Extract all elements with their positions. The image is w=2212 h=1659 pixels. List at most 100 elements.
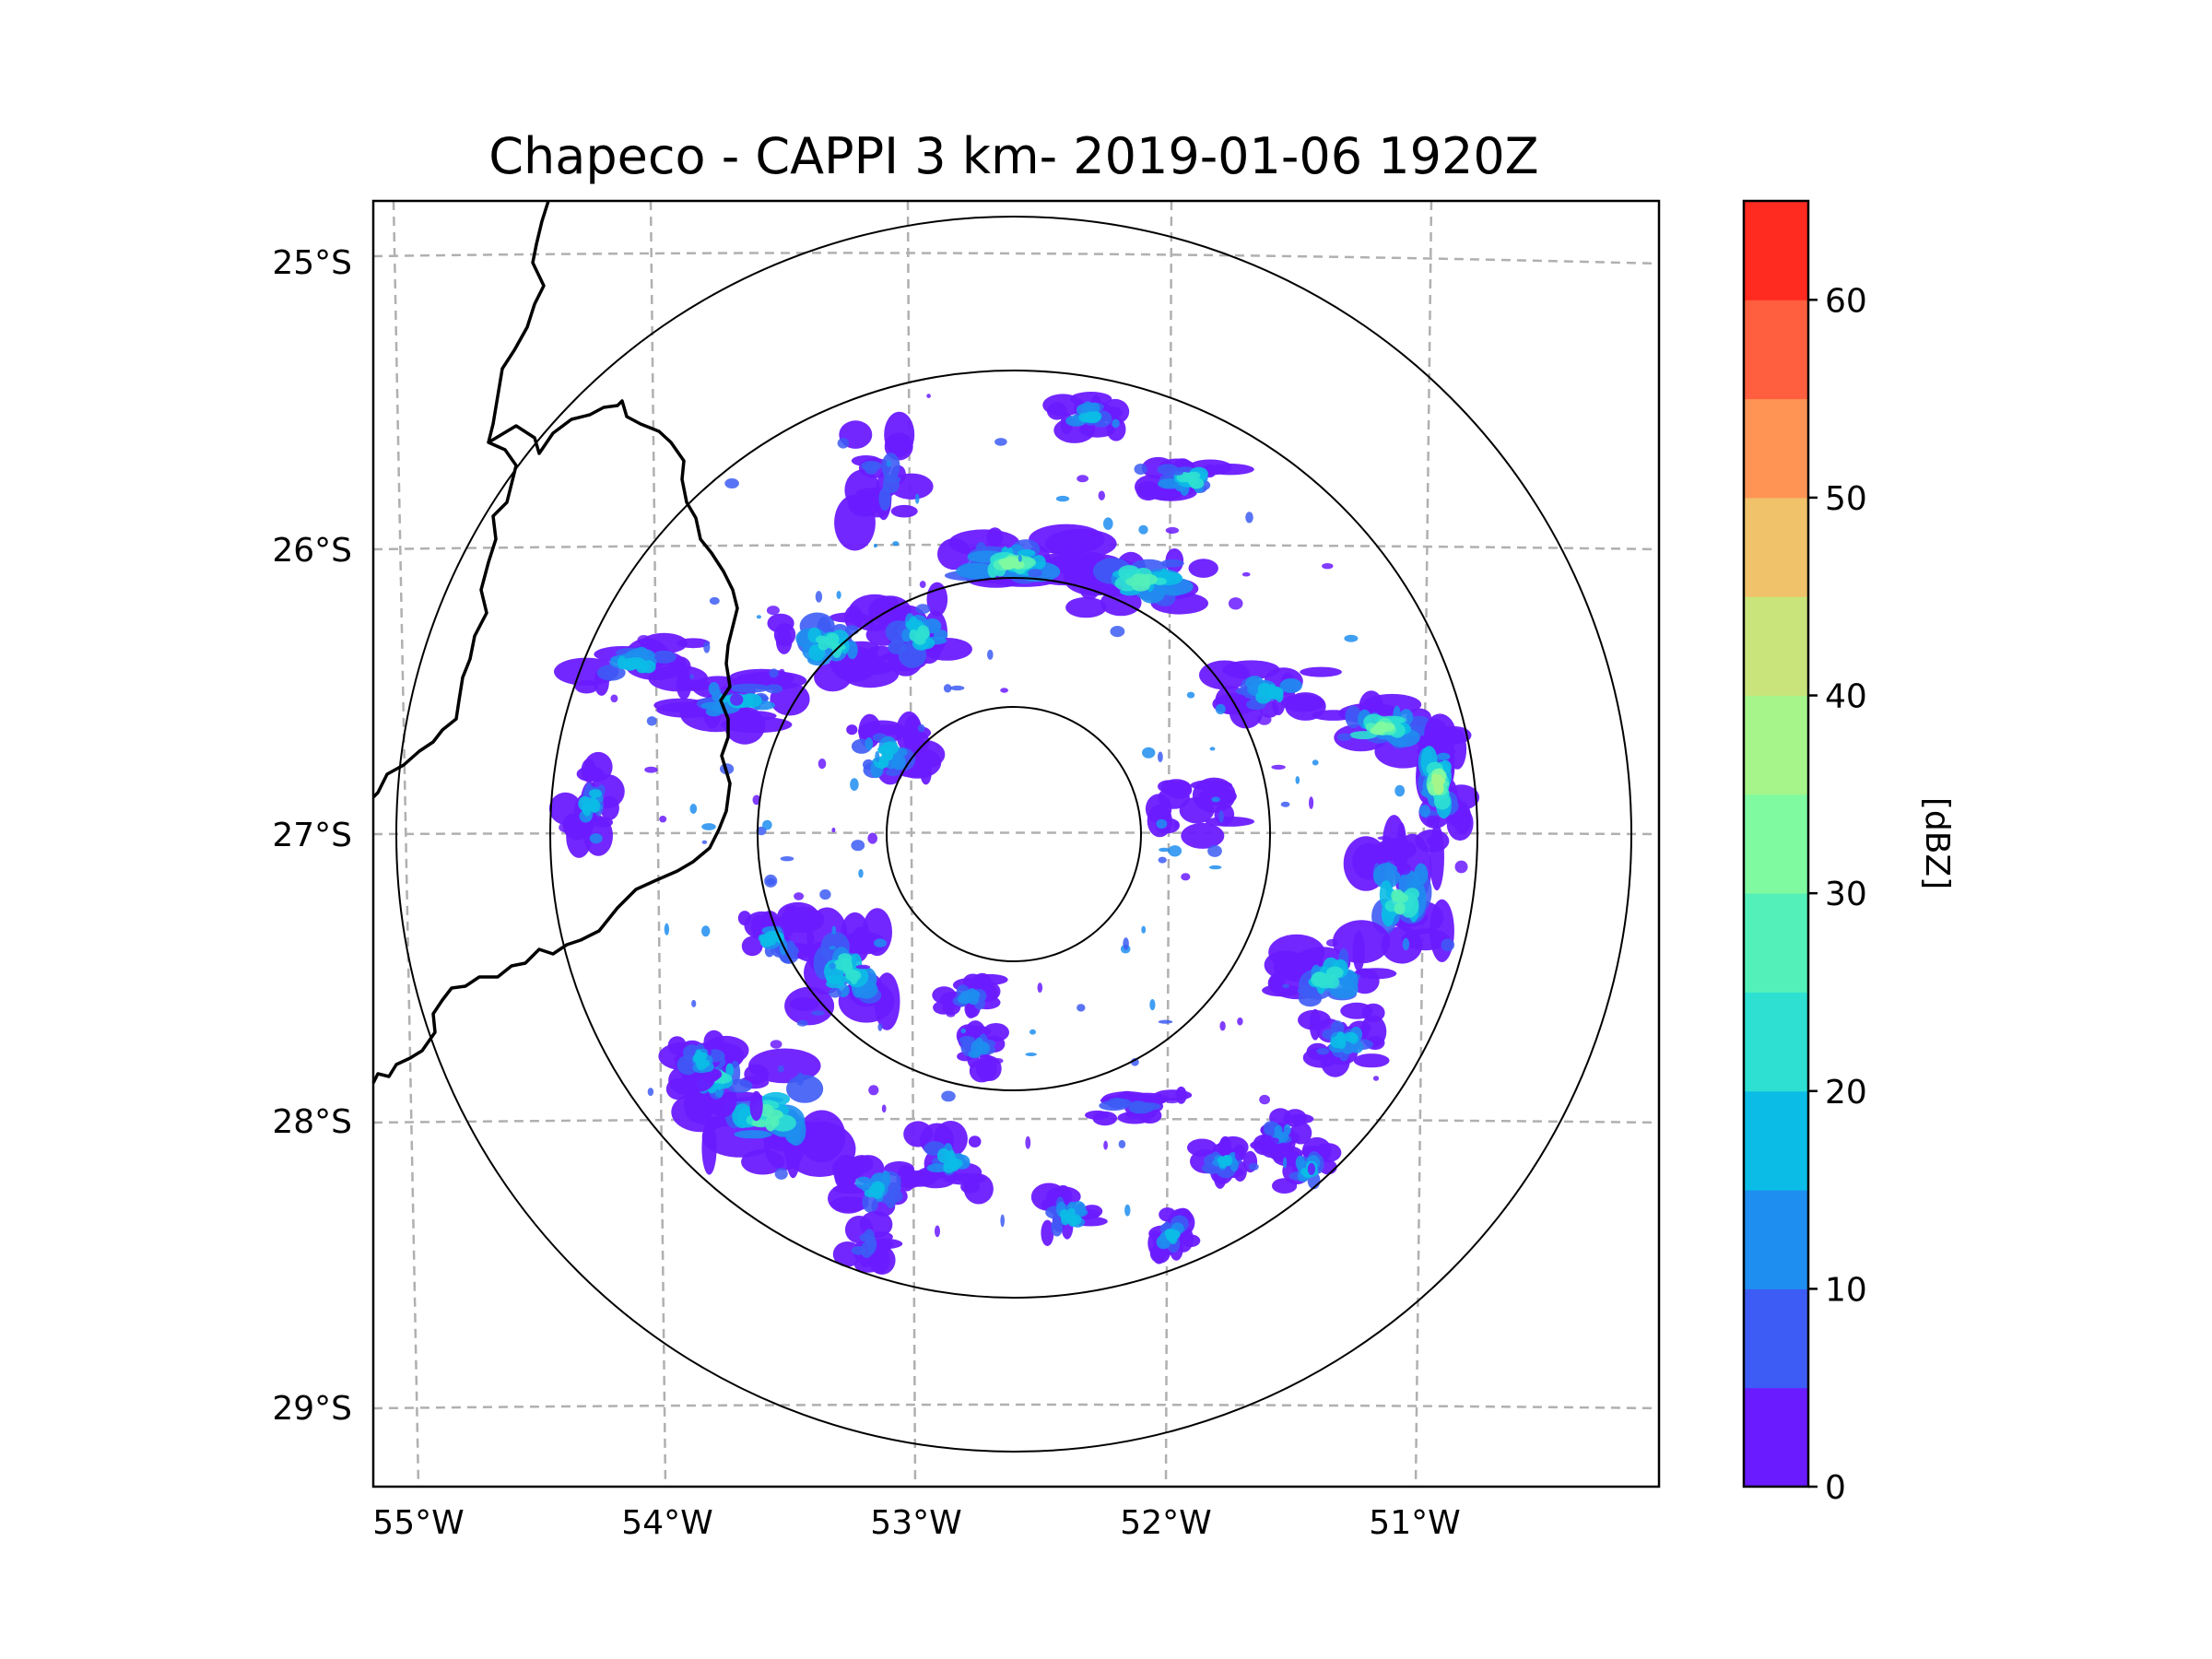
- lon-tick-label: 54°W: [621, 1504, 712, 1542]
- echo-cell: [1372, 1076, 1380, 1081]
- echo-cell: [829, 962, 836, 970]
- echo-cell: [1103, 1140, 1108, 1150]
- echo-cell: [691, 999, 697, 1007]
- echo-cell: [1165, 1097, 1180, 1104]
- echo-cell: [1362, 693, 1422, 715]
- range-ring-100km: [757, 577, 1271, 1091]
- echo-cell: [1138, 524, 1148, 535]
- echo-cell: [1028, 569, 1042, 578]
- lon-tick-label: 51°W: [1369, 1504, 1460, 1542]
- political-borders: [371, 200, 739, 1084]
- lat-gridline-28s: [372, 1117, 1660, 1124]
- echo-cell: [937, 538, 971, 571]
- echo-cell: [1298, 951, 1315, 976]
- echo-cell: [703, 641, 711, 653]
- lat-tick-label: 27°S: [272, 817, 352, 854]
- echo-cell: [818, 759, 827, 770]
- echo-cell: [1433, 782, 1444, 795]
- echo-cell: [589, 833, 603, 844]
- echo-cell: [752, 794, 761, 806]
- echo-cell: [1441, 938, 1455, 952]
- lat-tick-label: 25°S: [272, 244, 352, 282]
- echo-cell: [877, 1023, 883, 1031]
- echo-cell: [646, 716, 657, 726]
- echo-cell: [1431, 773, 1439, 786]
- echo-cell: [756, 615, 762, 619]
- echo-cell: [1181, 822, 1225, 849]
- echo-cell: [1158, 751, 1163, 763]
- echo-cell: [1426, 815, 1441, 827]
- echo-cell: [1257, 713, 1272, 725]
- echo-cell: [1041, 1219, 1054, 1247]
- echo-cell: [1219, 1021, 1226, 1031]
- echo-cell: [1149, 999, 1156, 1011]
- lon-tick-label: 55°W: [372, 1504, 464, 1542]
- echo-cell: [1168, 845, 1182, 857]
- echo-cell: [1228, 597, 1243, 610]
- echo-cell: [1188, 559, 1218, 578]
- echo-cell: [1061, 1213, 1070, 1226]
- echo-cell: [1160, 559, 1184, 568]
- echo-cell: [1345, 705, 1362, 729]
- echo-cell: [932, 986, 957, 1005]
- echo-cell: [1081, 1205, 1103, 1218]
- echo-cell: [968, 1135, 982, 1147]
- echo-cell: [593, 817, 613, 828]
- echo-cell: [796, 1019, 808, 1027]
- echo-cell: [1245, 512, 1253, 524]
- lat-gridline-25s: [372, 252, 1660, 265]
- echo-cell: [1248, 1163, 1259, 1171]
- echo-cell: [1283, 1157, 1288, 1169]
- echo-cell: [1454, 860, 1468, 874]
- range-ring-50km: [886, 706, 1142, 962]
- echo-cell: [994, 438, 1007, 446]
- echo-cell: [1295, 1155, 1305, 1171]
- echo-cell: [559, 822, 573, 833]
- echo-cell: [959, 990, 973, 1001]
- lon-tick-label: 52°W: [1120, 1504, 1211, 1542]
- echo-cell: [713, 1091, 762, 1102]
- echo-cell: [1218, 810, 1224, 823]
- colorbar-segment: [1744, 300, 1808, 400]
- echo-cell: [874, 938, 887, 947]
- echo-cell: [1263, 1121, 1278, 1135]
- echo-cell: [701, 840, 708, 844]
- echo-cell: [796, 1072, 805, 1086]
- echo-cell: [1274, 1124, 1283, 1135]
- echo-cell: [1424, 713, 1456, 755]
- echo-cell: [855, 964, 871, 970]
- echo-cell: [1207, 844, 1222, 857]
- map-background: [373, 201, 1659, 1487]
- echo-cell: [1134, 464, 1147, 475]
- colorbar-segment: [1744, 398, 1808, 499]
- echo-cell: [943, 684, 952, 693]
- echo-cell: [936, 1147, 950, 1163]
- echo-cell: [830, 1196, 869, 1212]
- lat-gridline-27s: [372, 831, 1660, 836]
- echo-cell: [1349, 731, 1378, 740]
- echo-cell: [846, 724, 858, 735]
- echo-cell: [926, 394, 931, 398]
- echo-cell: [728, 683, 771, 693]
- echo-cell: [836, 591, 841, 599]
- echo-cell: [886, 1193, 896, 1208]
- echo-cell: [1186, 691, 1195, 699]
- echo-cell: [737, 911, 752, 926]
- echo-cell: [951, 1159, 963, 1169]
- echo-cell: [873, 543, 877, 548]
- echo-cell: [851, 840, 865, 852]
- echo-cell: [1396, 863, 1412, 876]
- echo-cell: [816, 635, 828, 644]
- echo-cell: [915, 604, 931, 615]
- echo-cell: [782, 905, 797, 936]
- colorbar-segment: [1744, 1190, 1808, 1289]
- echo-cell: [1000, 688, 1008, 693]
- colorbar-segment: [1744, 794, 1808, 894]
- echo-cell: [1051, 1218, 1064, 1237]
- echo-cell: [1044, 528, 1117, 559]
- echo-cell: [867, 1252, 883, 1269]
- echo-cell: [884, 411, 915, 458]
- echo-cell: [1158, 1019, 1173, 1024]
- echo-cell: [1427, 836, 1438, 846]
- border-argentina-brazil-north: [371, 200, 550, 799]
